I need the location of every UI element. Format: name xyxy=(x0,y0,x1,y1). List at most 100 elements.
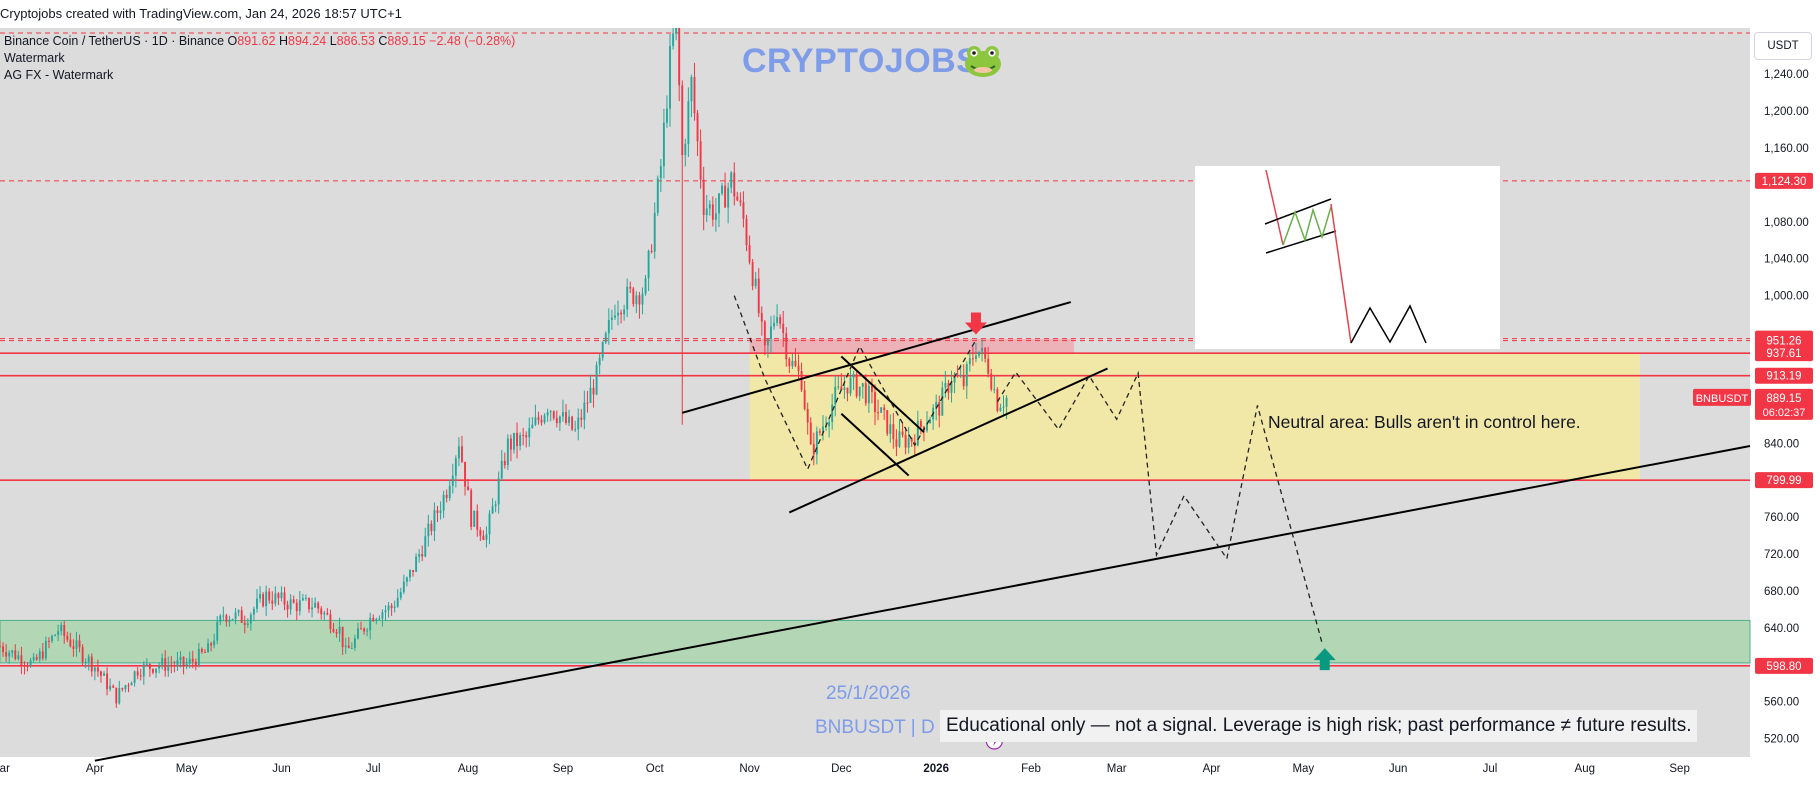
close-value: 889.15 xyxy=(387,34,426,48)
candle-body xyxy=(669,45,671,109)
disclaimer-banner: Educational only — not a signal. Leverag… xyxy=(940,710,1698,742)
candle-body xyxy=(981,347,984,352)
candle-body xyxy=(537,417,540,420)
candle-body xyxy=(571,416,574,430)
indicator-ag-fx-watermark[interactable]: AG FX - Watermark xyxy=(4,68,114,82)
candle-body xyxy=(736,196,739,201)
x-tick-label: Nov xyxy=(739,763,760,775)
y-tick-label: 640.00 xyxy=(1764,623,1799,635)
candle xyxy=(402,574,405,595)
candle xyxy=(115,687,118,708)
indicator-watermark[interactable]: Watermark xyxy=(4,51,65,65)
candle xyxy=(176,651,179,671)
x-tick-label: Aug xyxy=(458,763,478,775)
candle-body xyxy=(317,602,320,609)
price-chart[interactable]: 520.00 560.00 640.00 680.00 720.00 760.00 840.… xyxy=(0,28,1820,803)
candle xyxy=(565,403,567,425)
candle-body xyxy=(705,208,708,216)
candle-body xyxy=(283,592,286,605)
candle xyxy=(718,192,720,228)
currency-button[interactable]: USDT xyxy=(1754,32,1812,60)
candle xyxy=(696,110,699,156)
candle xyxy=(381,609,384,627)
candle-body xyxy=(757,278,760,314)
candle xyxy=(760,306,763,336)
candle-body xyxy=(320,608,323,615)
trendline-pennant-upper xyxy=(681,301,1072,414)
candle xyxy=(265,585,268,616)
candle xyxy=(828,418,831,438)
candle-body xyxy=(950,382,953,393)
candle-body xyxy=(329,614,332,629)
candle xyxy=(372,614,375,622)
candle-body xyxy=(751,262,754,287)
y-tick-label: 520.00 xyxy=(1764,734,1799,746)
candle xyxy=(626,278,629,318)
candle xyxy=(482,530,485,541)
candle-body xyxy=(121,688,124,690)
candle-body xyxy=(779,317,782,324)
candle xyxy=(837,376,840,390)
symbol-title[interactable]: Binance Coin / TetherUS · 1D · Binance xyxy=(4,34,225,48)
candle xyxy=(568,409,571,427)
candle-body xyxy=(44,640,47,659)
candle xyxy=(222,606,225,622)
candle xyxy=(142,661,145,685)
candle xyxy=(130,681,133,686)
candle xyxy=(87,654,90,671)
candle-body xyxy=(375,619,378,622)
candle-body xyxy=(427,523,430,537)
candle xyxy=(277,592,280,606)
last-symbol-box xyxy=(1693,388,1751,406)
candle xyxy=(672,28,675,50)
candle xyxy=(822,415,824,441)
candle-body xyxy=(589,387,592,403)
candle xyxy=(399,587,402,601)
candle xyxy=(148,663,151,677)
chart-pane[interactable]: 520.00 560.00 640.00 680.00 720.00 760.00 840.… xyxy=(0,28,1820,803)
candle xyxy=(984,346,987,363)
candle-body xyxy=(540,419,543,423)
candle xyxy=(632,286,635,307)
candle xyxy=(874,384,876,426)
candle-body xyxy=(944,383,947,388)
candle-body xyxy=(714,213,717,220)
candle-body xyxy=(803,390,806,409)
candle-body xyxy=(418,554,421,557)
candle xyxy=(427,514,430,547)
candle xyxy=(956,365,959,378)
illustration-flag-waves xyxy=(1282,206,1332,246)
candle-body xyxy=(488,513,491,535)
candle xyxy=(834,375,837,417)
candle-body xyxy=(776,317,779,323)
y-tick-label: 1,040.00 xyxy=(1764,254,1809,266)
candle xyxy=(776,304,779,327)
candle xyxy=(757,268,760,318)
candle-body xyxy=(207,643,209,653)
candle xyxy=(803,380,806,411)
candle-body xyxy=(892,424,895,440)
candle xyxy=(990,368,993,392)
candle xyxy=(451,463,454,494)
candle-body xyxy=(396,597,399,607)
price-label: 598.80 xyxy=(1766,661,1801,673)
candle xyxy=(155,668,157,679)
x-tick-label: Sep xyxy=(1669,763,1689,775)
candle-body xyxy=(987,358,990,374)
x-tick-label: Oct xyxy=(646,763,665,775)
candle-body xyxy=(112,685,115,688)
candle-body xyxy=(360,628,362,630)
candle-body xyxy=(41,651,44,659)
candle-body xyxy=(491,506,494,514)
candle xyxy=(350,642,353,649)
candle-body xyxy=(433,510,436,532)
x-tick-label: Apr xyxy=(1203,763,1221,775)
candle xyxy=(644,274,647,296)
candle xyxy=(216,616,219,645)
candle xyxy=(470,488,473,531)
candle-body xyxy=(788,359,791,367)
candle xyxy=(708,200,711,216)
candle xyxy=(583,390,586,430)
x-tick-label: Jul xyxy=(1483,763,1498,775)
candle xyxy=(598,353,601,375)
